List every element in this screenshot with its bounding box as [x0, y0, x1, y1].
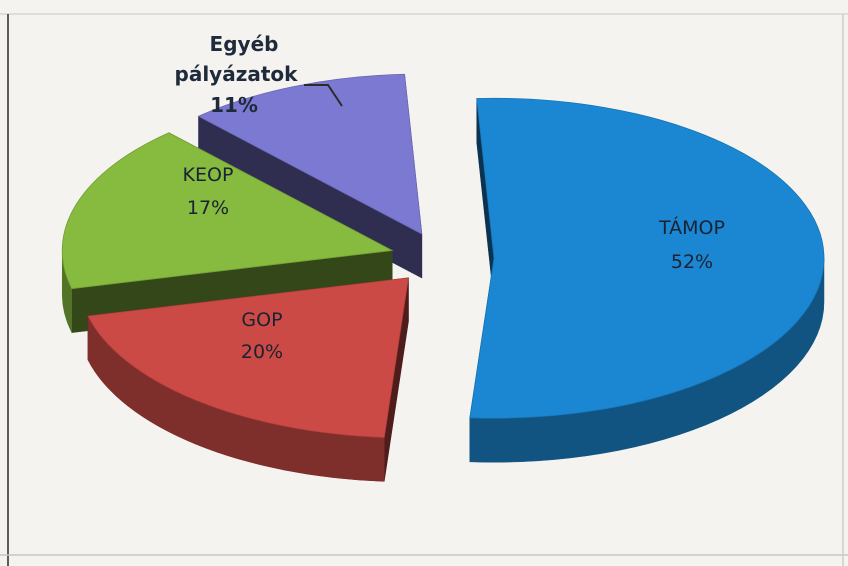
- leader-line: [304, 84, 343, 107]
- slice-egyeb-top: [197, 73, 423, 235]
- label-gop-name: GOP: [241, 309, 282, 331]
- label-keop-percent: 17%: [187, 197, 229, 219]
- slice-gop: [87, 277, 409, 482]
- slice-tamop: [469, 97, 825, 463]
- slice-tamop-top: [469, 97, 825, 419]
- label-egyeb-line2: pályázatok: [175, 62, 299, 86]
- slice-gop-top: [87, 277, 409, 438]
- label-keop-name: KEOP: [183, 164, 234, 186]
- slice-keop-top: [61, 132, 394, 290]
- label-tamop-percent: 52%: [671, 251, 713, 273]
- label-gop-percent: 20%: [241, 341, 283, 363]
- label-tamop-name: TÁMOP: [658, 216, 725, 239]
- label-egyeb-line1: Egyéb: [210, 32, 279, 56]
- label-egyeb-percent: 11%: [210, 93, 258, 117]
